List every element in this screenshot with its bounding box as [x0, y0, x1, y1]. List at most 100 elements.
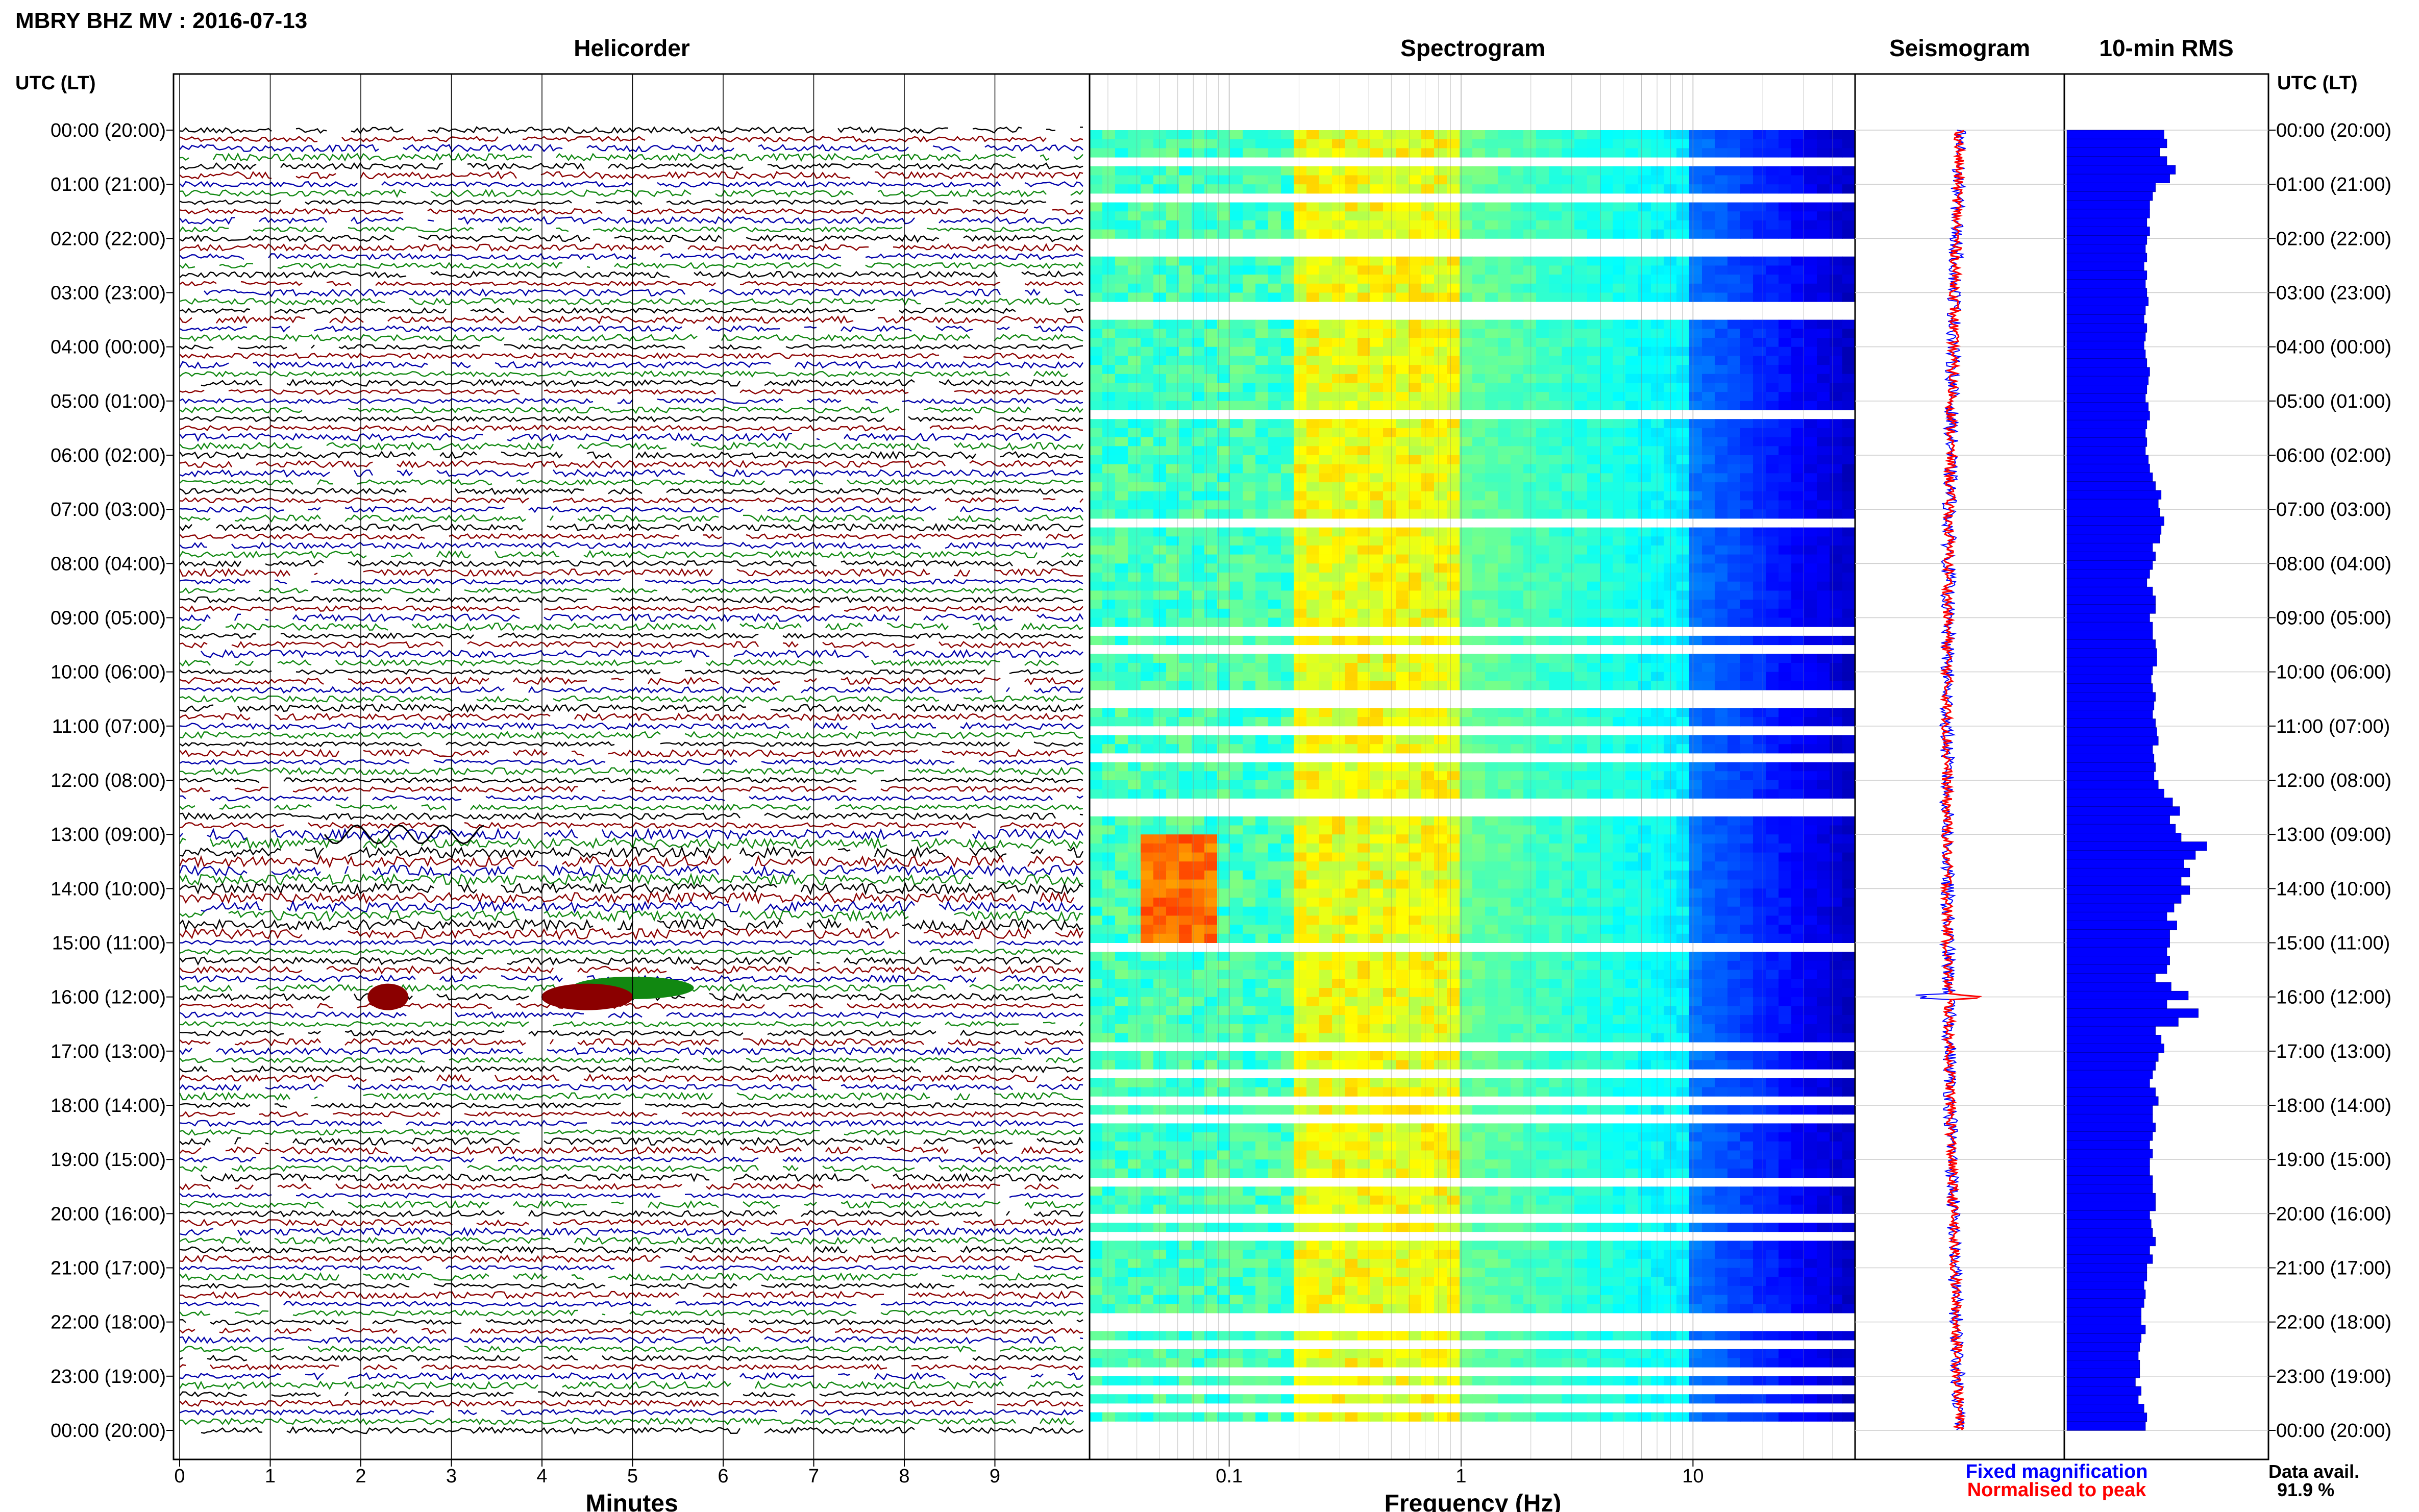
spectrogram-cell — [1255, 834, 1269, 844]
spectrogram-cell — [1613, 563, 1626, 573]
spectrogram-cell — [1102, 979, 1116, 988]
spectrogram-cell — [1574, 338, 1588, 348]
spectrogram-cell — [1830, 780, 1843, 790]
spectrogram-cell — [1842, 898, 1856, 907]
spectrogram-cell — [1523, 717, 1537, 727]
spectrogram-cell — [1243, 527, 1256, 537]
spectrogram-cell — [1485, 491, 1498, 501]
spectrogram-cell — [1638, 184, 1651, 194]
spectrogram-cell — [1651, 220, 1664, 230]
spectrogram-cell — [1115, 843, 1128, 853]
spectrogram-cell — [1294, 708, 1307, 717]
spectrogram-cell — [1625, 970, 1639, 979]
spectrogram-cell — [1511, 672, 1524, 681]
spectrogram-cell — [1600, 319, 1613, 329]
spectrogram-cell — [1319, 374, 1332, 383]
spectrogram-cell — [1779, 654, 1792, 663]
spectrogram-cell — [1727, 590, 1741, 600]
spectrogram-cell — [1472, 356, 1486, 365]
spectrogram-cell — [1766, 672, 1779, 681]
spectrogram-cell — [1536, 834, 1549, 844]
spectrogram-cell — [1230, 762, 1243, 772]
spectrogram-cell — [1255, 843, 1269, 853]
spectrogram-cell — [1842, 554, 1856, 564]
spectrogram-cell — [1676, 879, 1690, 889]
spectrogram-cell — [1128, 852, 1141, 862]
spectrogram-cell — [1192, 338, 1205, 348]
spectrogram-cell — [1536, 419, 1549, 429]
spectrogram-cell — [1740, 464, 1754, 474]
spectrogram-cell — [1523, 663, 1537, 673]
spectrogram-cell — [1702, 220, 1715, 230]
spectrogram-cell — [1766, 744, 1779, 754]
spectrogram-cell — [1460, 762, 1473, 772]
spectrogram-cell — [1766, 166, 1779, 176]
spectrogram-cell — [1562, 925, 1575, 934]
spectrogram-cell — [1217, 681, 1230, 690]
spectrogram-cell — [1421, 590, 1435, 600]
spectrogram-cell — [1740, 834, 1754, 844]
spectrogram-cell — [1625, 509, 1639, 519]
spectrogram-cell — [1600, 166, 1613, 176]
spectrogram-cell — [1294, 898, 1307, 907]
spectrogram-cell — [1281, 374, 1294, 383]
spectrogram-cell — [1332, 509, 1345, 519]
spectrogram-cell — [1536, 997, 1549, 1006]
spectrogram-cell — [1791, 879, 1805, 889]
spectrogram-cell — [1549, 275, 1562, 284]
spectrogram-cell — [1715, 600, 1728, 609]
spectrogram-cell — [1830, 437, 1843, 447]
spectrogram-cell — [1153, 852, 1167, 862]
spectrogram-cell — [1676, 509, 1690, 519]
spectrogram-cell — [1268, 933, 1281, 943]
spectrogram-cell — [1281, 464, 1294, 474]
spectrogram-cell — [1319, 401, 1332, 410]
spectrogram-cell — [1192, 970, 1205, 979]
spectrogram-cell — [1460, 997, 1473, 1006]
spectrogram-cell — [1676, 500, 1690, 510]
spectrogram-cell — [1166, 925, 1179, 934]
spectrogram-cell — [1230, 879, 1243, 889]
helicorder-trace — [179, 1408, 1083, 1416]
spectrogram-cell — [1498, 419, 1511, 429]
spectrogram-cell — [1102, 139, 1116, 148]
spectrogram-cell — [1549, 392, 1562, 402]
spectrogram-cell — [1817, 663, 1830, 673]
spectrogram-cell — [1727, 536, 1741, 546]
spectrogram-cell — [1230, 933, 1243, 943]
spectrogram-cell — [1587, 915, 1600, 925]
spectrogram-cell — [1574, 374, 1588, 383]
spectrogram-cell — [1817, 581, 1830, 591]
spectrogram-cell — [1511, 563, 1524, 573]
spectrogram-cell — [1255, 879, 1269, 889]
spectrogram-cell — [1115, 319, 1128, 329]
spectrogram-cell — [1421, 708, 1435, 717]
spectrogram-cell — [1319, 509, 1332, 519]
spectrogram-cell — [1153, 617, 1167, 627]
spectrogram-cell — [1651, 346, 1664, 356]
spectrogram-cell — [1460, 473, 1473, 483]
spectrogram-cell — [1625, 870, 1639, 880]
spectrogram-cell — [1434, 617, 1447, 627]
spectrogram-cell — [1128, 952, 1141, 961]
spectrogram-cell — [1549, 292, 1562, 302]
spectrogram-cell — [1536, 861, 1549, 871]
helicorder-trace — [179, 479, 1083, 486]
spectrogram-cell — [1587, 581, 1600, 591]
spectrogram-cell — [1141, 220, 1154, 230]
spectrogram-cell — [1192, 816, 1205, 826]
spectrogram-cell — [1664, 329, 1677, 338]
spectrogram-cell — [1600, 906, 1613, 916]
spectrogram-cell — [1817, 482, 1830, 492]
spectrogram-cell — [1319, 536, 1332, 546]
helicorder-trace — [179, 389, 1083, 395]
spectrogram-cell — [1281, 600, 1294, 609]
spectrogram-cell — [1166, 879, 1179, 889]
spectrogram-cell — [1102, 735, 1116, 745]
spectrogram-cell — [1281, 509, 1294, 519]
spectrogram-cell — [1230, 130, 1243, 140]
helicorder-trace — [179, 298, 1080, 306]
spectrogram-cell — [1804, 861, 1817, 871]
spectrogram-cell — [1523, 970, 1537, 979]
spectrogram-cell — [1715, 464, 1728, 474]
